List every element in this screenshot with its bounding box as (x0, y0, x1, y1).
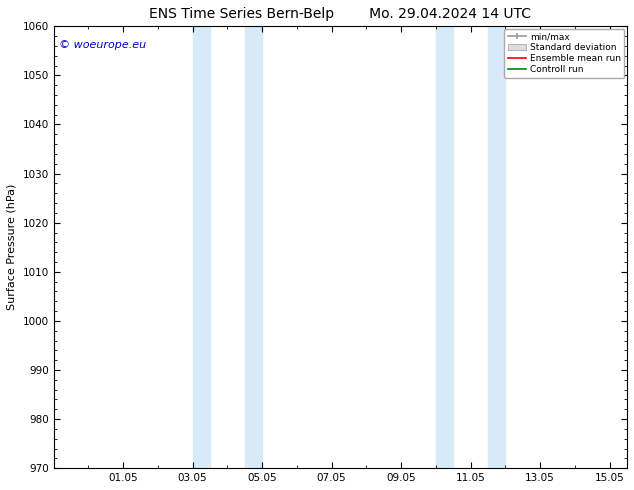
Legend: min/max, Standard deviation, Ensemble mean run, Controll run: min/max, Standard deviation, Ensemble me… (505, 29, 624, 77)
Bar (436, 26, 453, 468)
Bar (488, 26, 505, 468)
Title: ENS Time Series Bern-Belp        Mo. 29.04.2024 14 UTC: ENS Time Series Bern-Belp Mo. 29.04.2024… (150, 7, 531, 21)
Bar (193, 26, 210, 468)
Text: © woeurope.eu: © woeurope.eu (60, 40, 146, 49)
Bar (245, 26, 262, 468)
Y-axis label: Surface Pressure (hPa): Surface Pressure (hPa) (7, 184, 17, 311)
